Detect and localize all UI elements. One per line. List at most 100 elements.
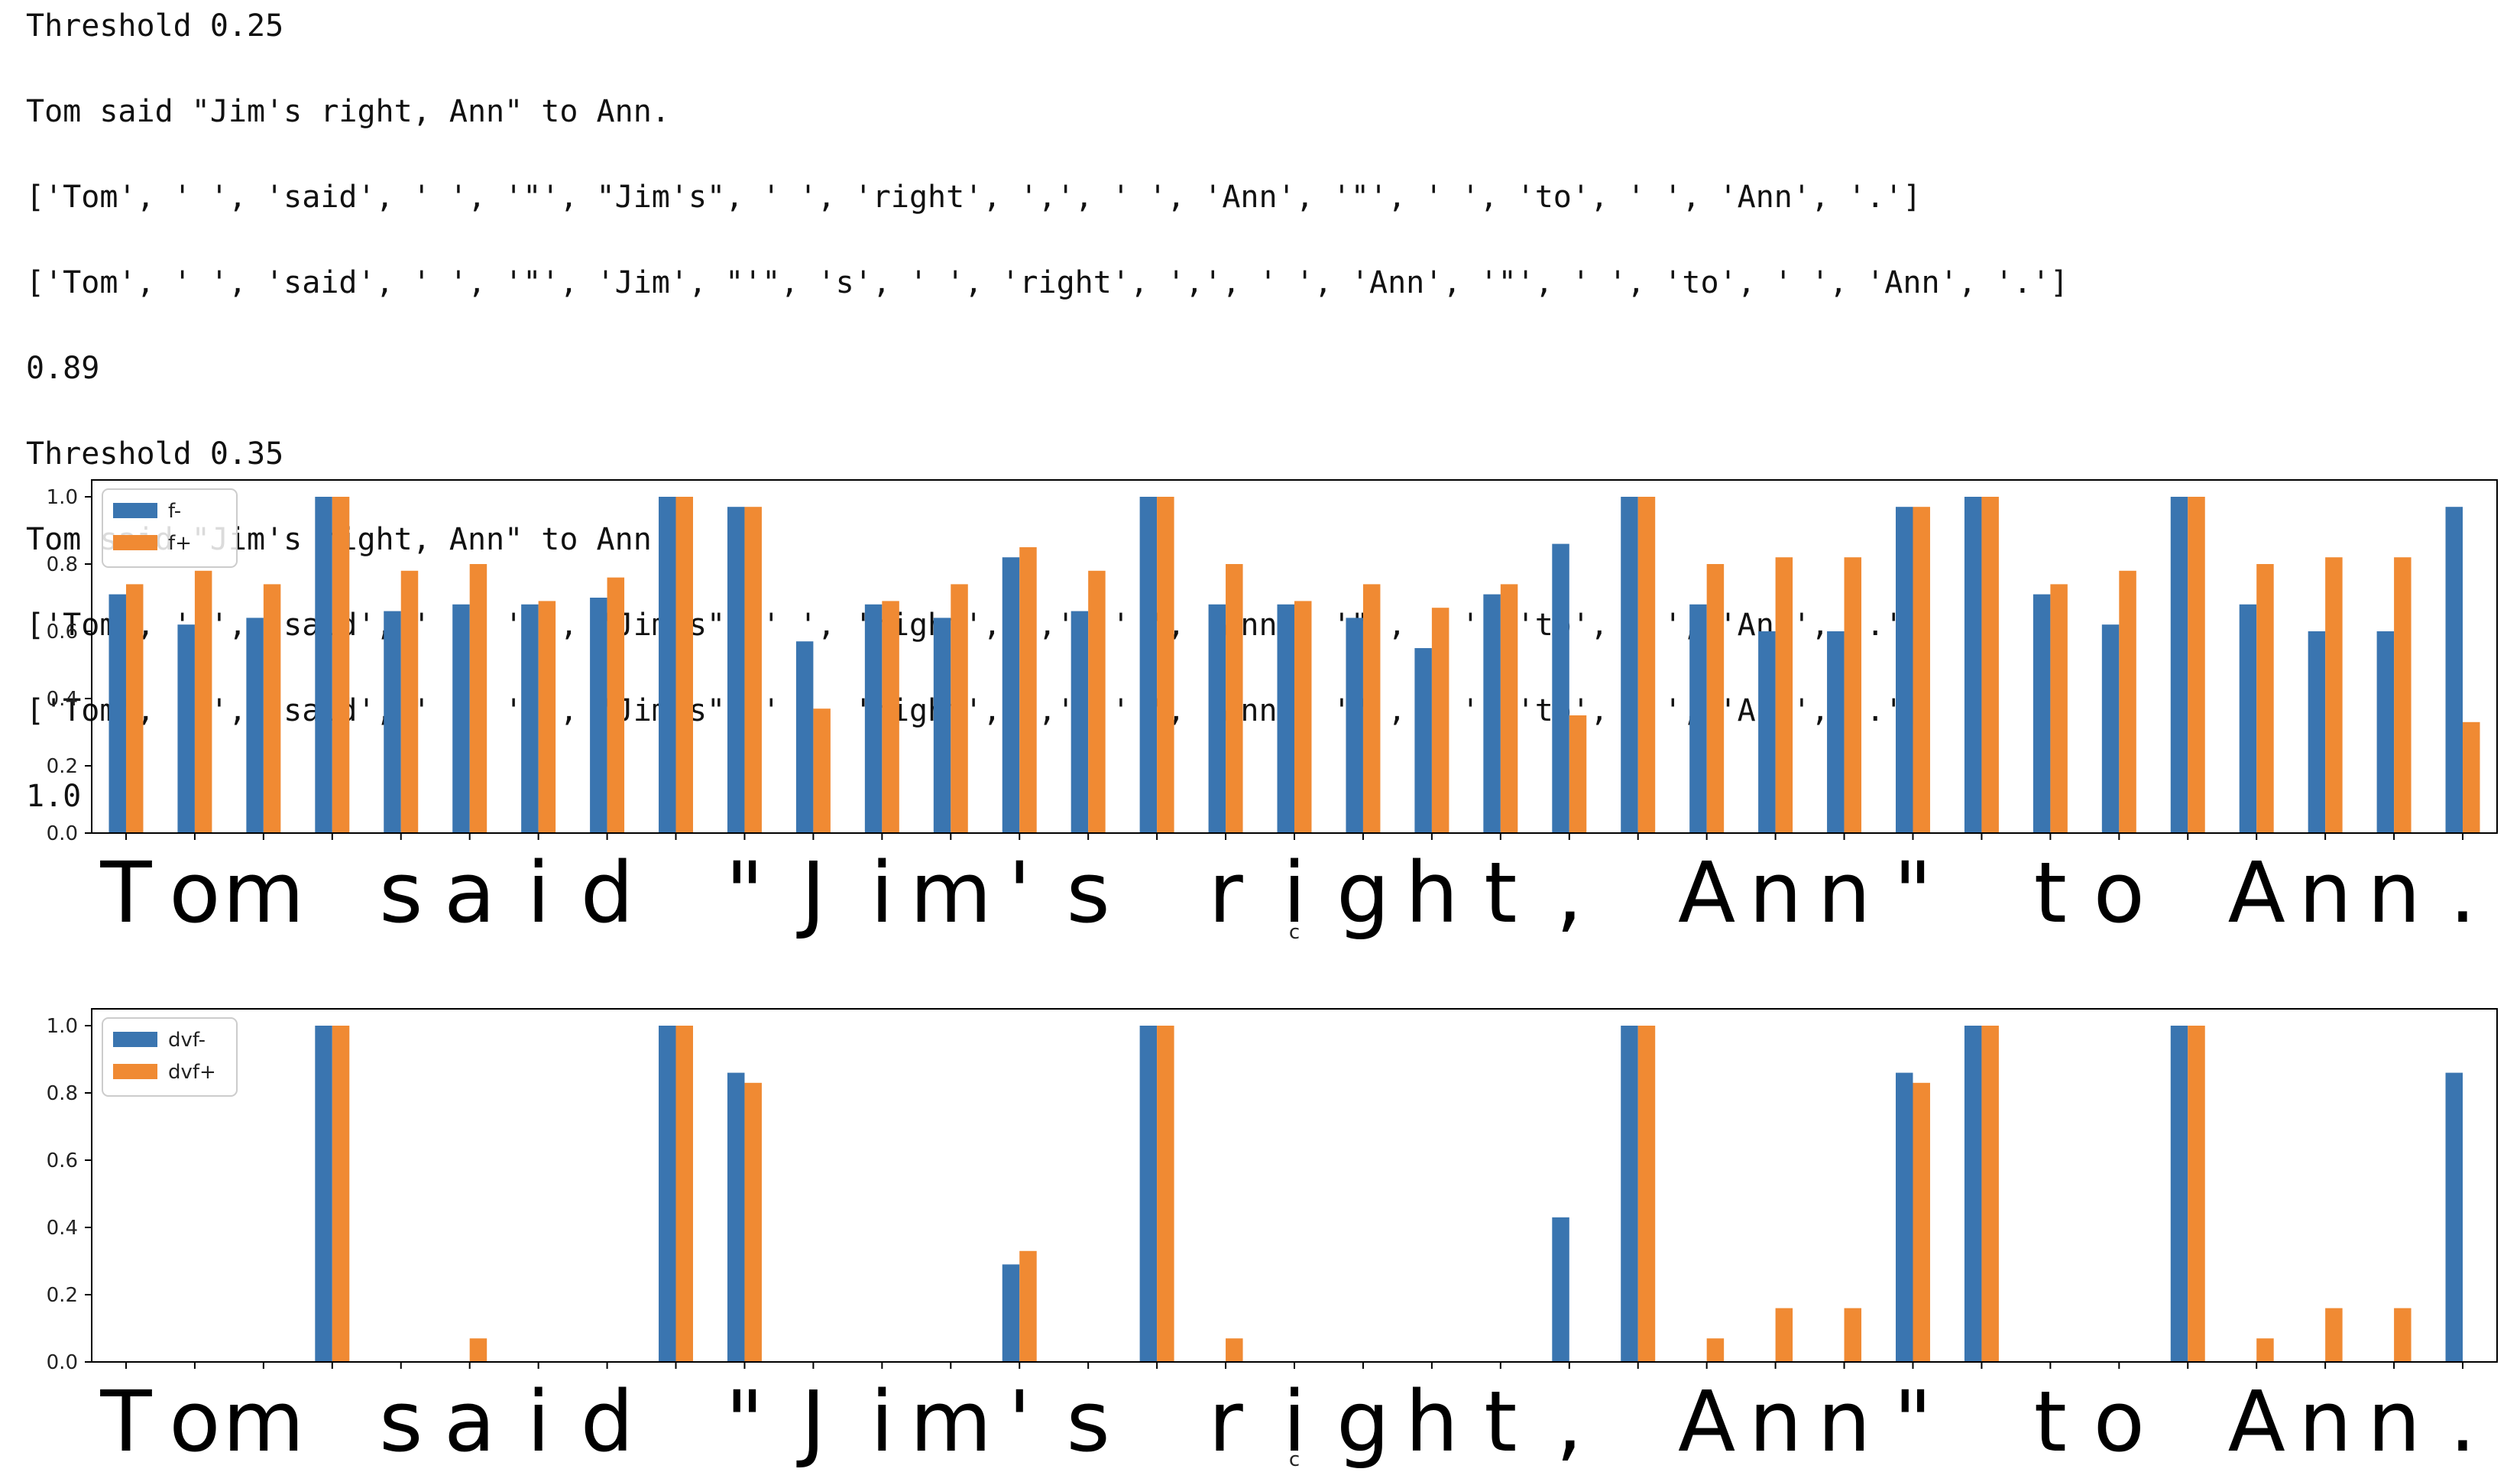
y-tick-label: 0.4 [47,688,78,711]
bar-f- [864,604,883,833]
bar-f+ [607,577,625,833]
x-tick-label: h [1405,1373,1459,1470]
bar-f+ [2394,557,2411,833]
y-tick-label: 0.2 [47,1284,78,1307]
bar-f- [1002,557,1020,833]
legend-label: dvf+ [168,1061,216,1084]
bar-dvf+ [2394,1308,2411,1362]
bar-f- [1483,594,1501,833]
x-tick-label: J [796,1373,825,1470]
legend-swatch-f+ [113,535,157,550]
bar-f+ [1019,547,1037,833]
bar-dvf+ [1844,1308,1862,1362]
bar-f- [1139,497,1158,833]
console-line: Threshold 0.25 [26,8,284,44]
bar-dvf+ [1226,1338,1243,1362]
x-tick-label: n [2298,844,2352,942]
bar-f- [1552,543,1569,833]
legend-label: dvf- [168,1029,206,1052]
bar-f+ [2256,564,2274,833]
bar-dvf- [1002,1264,1020,1362]
bar-dvf+ [1706,1338,1725,1362]
console-line: Threshold 0.35 [26,436,284,472]
bar-f- [246,618,264,833]
y-tick-label: 0.8 [47,553,78,576]
x-tick-label: i [870,844,894,942]
x-tick-label: h [1405,844,1459,942]
bar-f- [2308,631,2326,833]
bar-dvf+ [1981,1026,1999,1362]
console-line: ['Tom', ' ', 'said', ' ', '"', 'Jim', "'… [26,265,2069,300]
bar-f+ [813,708,831,833]
x-tick-label: ' [1008,1373,1031,1470]
bar-dvf+ [469,1338,487,1362]
x-tick-label: d [581,1373,634,1470]
x-tick-label: " [1893,1373,1932,1470]
bar-f+ [1362,584,1381,833]
bar-dvf+ [1637,1026,1656,1362]
x-tick-label: g [1336,1373,1390,1470]
x-tick-label: T [99,1373,152,1470]
bar-dvf- [1896,1072,1913,1362]
bar-f+ [1226,564,1243,833]
bar-f- [1964,497,1982,833]
y-tick-label: 0.4 [47,1217,78,1240]
bar-f+ [538,601,556,833]
x-tick-label: t [2034,844,2067,942]
x-tick-label: J [796,844,825,942]
bar-f+ [2325,557,2343,833]
x-tick-label: r [1208,844,1243,942]
legend-label: f- [168,500,181,523]
y-tick-label: 1.0 [47,1015,78,1038]
bar-f- [1071,611,1089,833]
bar-f+ [1844,557,1862,833]
x-tick-label: m [222,844,304,942]
bar-f- [659,497,676,833]
bar-dvf- [1139,1026,1158,1362]
x-tick-label: m [910,1373,992,1470]
x-tick-label: n [1749,1373,1803,1470]
bar-dvf- [1964,1026,1982,1362]
bar-f- [2170,497,2188,833]
bar-dvf+ [1019,1250,1037,1362]
bar-f+ [1981,497,1999,833]
x-tick-label: n [1818,1373,1871,1470]
bar-f+ [2188,497,2205,833]
bar-f+ [1157,497,1174,833]
x-tick-label: . [2450,844,2476,942]
console-line: ['Tom', ' ', 'said', ' ', '"', "Jim's", … [26,180,1922,215]
x-tick-label: . [2450,1373,2476,1470]
x-tick-label: A [1678,1373,1735,1470]
bar-f+ [1431,608,1449,833]
bar-f- [109,594,126,833]
y-tick-label: 0.2 [47,755,78,778]
bar-f+ [469,564,487,833]
x-tick-label: ' [1008,844,1031,942]
bar-dvf+ [744,1082,762,1362]
legend-swatch-dvf+ [113,1064,157,1079]
bar-f- [727,507,745,833]
bar-dvf- [2445,1072,2463,1362]
bar-f+ [263,584,281,833]
console-output: Threshold 0.25 Tom said "Jim's right, An… [26,5,2068,861]
bar-dvf+ [1157,1026,1174,1362]
console-line: 1.0 [26,779,82,814]
x-tick-label: o [2094,844,2145,942]
x-tick-label: a [444,844,495,942]
bar-f- [1621,497,1638,833]
x-tick-label: , [1556,844,1582,942]
x-tick-label: A [2228,844,2285,942]
bar-dvf+ [2188,1026,2205,1362]
bar-dvf- [727,1072,745,1362]
x-tick-label: t [2034,1373,2067,1470]
bar-f+ [1637,497,1656,833]
bar-f+ [1500,584,1518,833]
x-tick-label: o [169,844,220,942]
bar-f- [1414,648,1432,833]
bar-f- [2101,624,2120,833]
bar-f+ [332,497,350,833]
bar-dvf- [1621,1026,1638,1362]
bar-dvf+ [2256,1338,2274,1362]
